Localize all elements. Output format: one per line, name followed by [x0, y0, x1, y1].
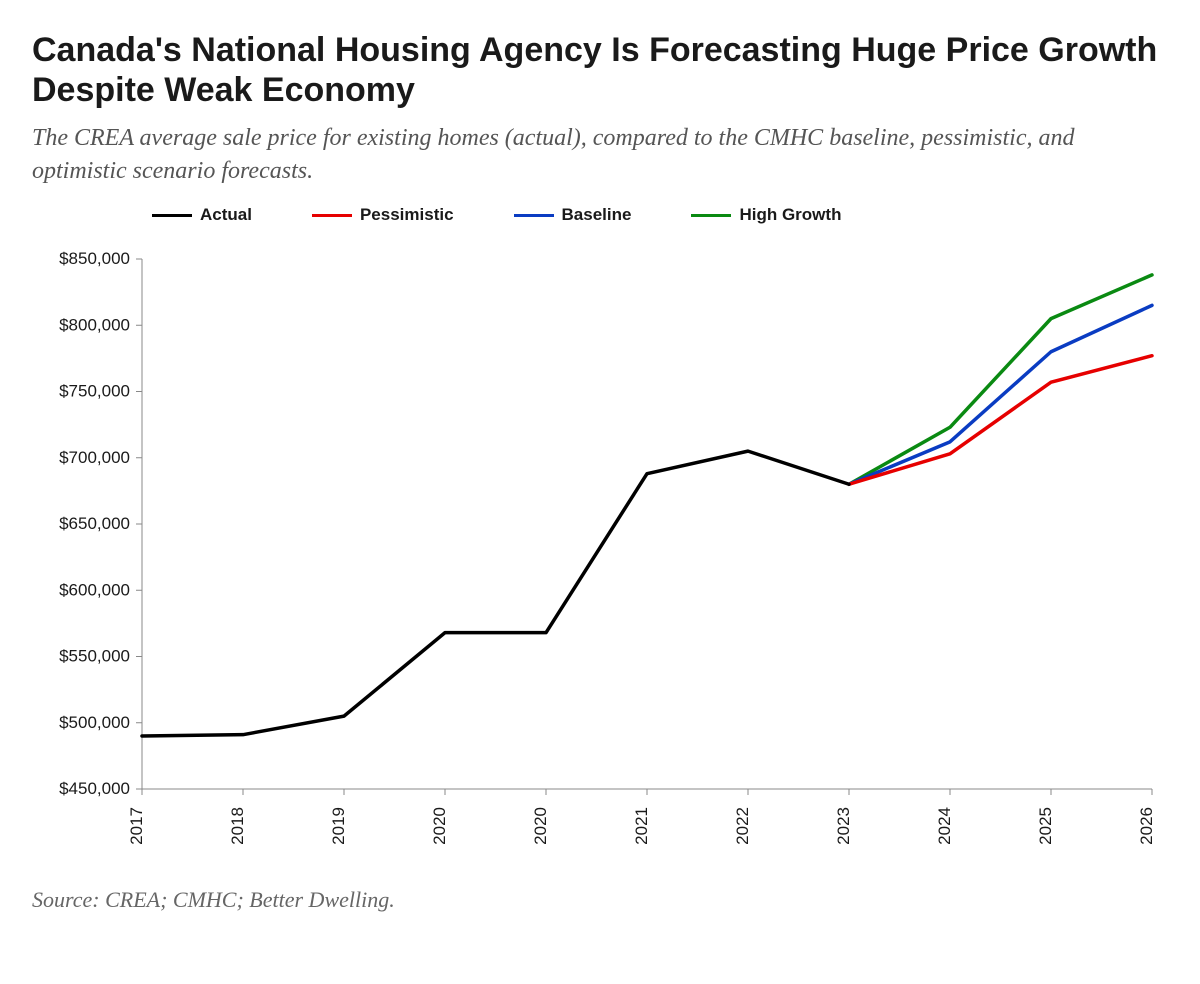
legend-swatch: [514, 214, 554, 217]
x-axis-label: 2024: [935, 807, 954, 845]
legend-item-actual: Actual: [152, 205, 252, 225]
y-axis-label: $650,000: [59, 514, 130, 533]
x-axis-label: 2023: [834, 807, 853, 845]
chart-title: Canada's National Housing Agency Is Fore…: [32, 30, 1168, 110]
legend-swatch: [691, 214, 731, 217]
legend-item-pessimistic: Pessimistic: [312, 205, 454, 225]
y-axis-label: $750,000: [59, 382, 130, 401]
y-axis-label: $600,000: [59, 580, 130, 599]
x-axis-label: 2019: [329, 807, 348, 845]
legend-swatch: [312, 214, 352, 217]
chart-container: Actual Pessimistic Baseline High Growth …: [32, 205, 1168, 869]
legend-swatch: [152, 214, 192, 217]
legend-label: Actual: [200, 205, 252, 225]
chart-source: Source: CREA; CMHC; Better Dwelling.: [32, 887, 1168, 913]
x-axis-label: 2020: [531, 807, 550, 845]
x-axis-label: 2026: [1137, 807, 1156, 845]
y-axis-label: $800,000: [59, 315, 130, 334]
line-chart: $450,000 $500,000 $550,000 $600,000 $650,000…: [32, 229, 1168, 869]
x-axis-label: 2017: [127, 807, 146, 845]
legend-item-high-growth: High Growth: [691, 205, 841, 225]
chart-subtitle: The CREA average sale price for existing…: [32, 122, 1168, 187]
y-axis-label: $700,000: [59, 448, 130, 467]
x-axis-label: 2020: [430, 807, 449, 845]
legend-label: Pessimistic: [360, 205, 454, 225]
y-axis-label: $850,000: [59, 249, 130, 268]
y-axis-label: $550,000: [59, 647, 130, 666]
y-axis-label: $500,000: [59, 713, 130, 732]
y-axis-label: $450,000: [59, 779, 130, 798]
series-actual: [142, 451, 849, 736]
series-high-growth: [849, 275, 1152, 484]
legend-label: Baseline: [562, 205, 632, 225]
x-axis-label: 2022: [733, 807, 752, 845]
x-axis-label: 2018: [228, 807, 247, 845]
x-axis-label: 2025: [1036, 807, 1055, 845]
legend-label: High Growth: [739, 205, 841, 225]
legend-item-baseline: Baseline: [514, 205, 632, 225]
legend: Actual Pessimistic Baseline High Growth: [32, 205, 1168, 225]
x-axis-label: 2021: [632, 807, 651, 845]
